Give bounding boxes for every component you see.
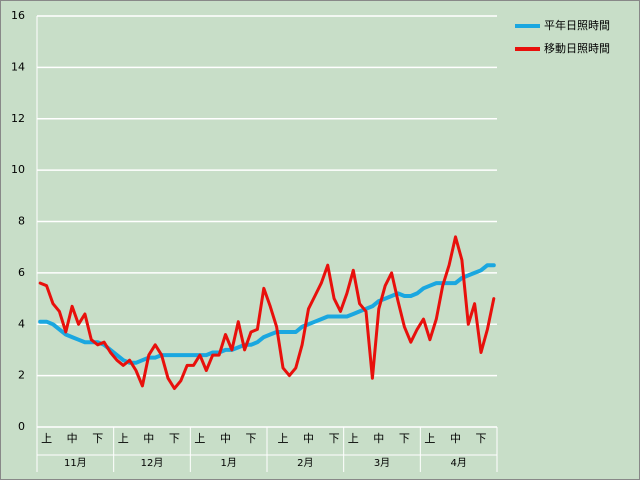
x-tick-label: 下 <box>329 432 340 445</box>
x-tick-label: 下 <box>92 432 103 445</box>
month-label: 3月 <box>374 457 390 469</box>
month-label: 4月 <box>450 457 466 469</box>
x-tick-label: 中 <box>373 432 384 445</box>
y-tick-label: 14 <box>11 60 25 73</box>
month-label: 1月 <box>220 457 236 469</box>
x-tick-label: 中 <box>143 432 154 445</box>
x-tick-label: 上 <box>118 432 129 445</box>
y-tick-label: 8 <box>18 215 25 228</box>
y-tick-label: 2 <box>18 369 25 382</box>
x-tick-label: 中 <box>303 432 314 445</box>
x-tick-label: 中 <box>67 432 78 445</box>
y-tick-label: 4 <box>18 317 25 330</box>
y-tick-label: 6 <box>18 266 25 279</box>
x-tick-label: 上 <box>348 432 359 445</box>
month-label: 11月 <box>64 457 87 469</box>
y-tick-label: 16 <box>11 9 25 22</box>
y-tick-label: 10 <box>11 163 25 176</box>
x-tick-label: 下 <box>476 432 487 445</box>
x-tick-label: 上 <box>194 432 205 445</box>
x-tick-label: 下 <box>246 432 257 445</box>
series-line <box>38 235 496 390</box>
x-tick-label: 上 <box>41 432 52 445</box>
x-tick-label: 中 <box>220 432 231 445</box>
month-label: 2月 <box>297 457 313 469</box>
x-tick-label: 上 <box>277 432 288 445</box>
x-tick-label: 下 <box>169 432 180 445</box>
x-tick-label: 上 <box>424 432 435 445</box>
y-tick-label: 0 <box>18 420 25 433</box>
legend-label: 平年日照時間 <box>544 18 610 32</box>
x-tick-label: 下 <box>399 432 410 445</box>
y-tick-label: 12 <box>11 112 25 125</box>
legend-label: 移動日照時間 <box>544 41 610 55</box>
x-tick-label: 中 <box>450 432 461 445</box>
month-label: 12月 <box>141 457 164 469</box>
series-line <box>38 263 496 365</box>
